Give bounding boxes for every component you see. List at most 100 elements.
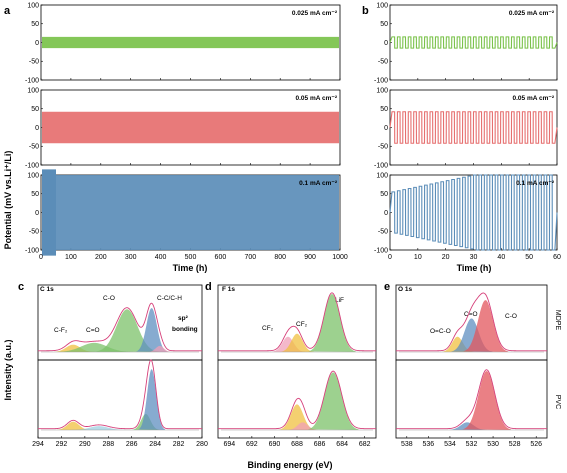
panel-c-top-envelope (38, 302, 202, 352)
xps-xlabel: Binding energy (eV) (247, 460, 332, 470)
panel-a-xtick-label-4: 400 (155, 254, 167, 261)
panel-a-row-2-label: 0.1 mA cm⁻² (299, 180, 338, 187)
panel-b-xtick-label-0: 0 (388, 254, 392, 261)
panel-b-row-2-ytick-label-4: -100 (374, 247, 388, 254)
panel-a-row-0-ytick-label-1: 50 (31, 21, 39, 28)
panel-d-top-peak-2 (308, 294, 356, 352)
annot-c-co-double: C=O (86, 327, 100, 334)
panel-c-bottom-envelope (38, 359, 202, 430)
panel-b-xlabel: Time (h) (457, 263, 492, 273)
panel-b-row-1-ytick-label-4: -100 (374, 162, 388, 169)
panel-a-row-0-ytick-label-3: -50 (29, 59, 39, 66)
annot-d-cf2-b: CF₂ (296, 321, 308, 328)
panel-b-row-2-ytick-label-3: -50 (378, 229, 388, 236)
panel-b-row-0-ytick-label-3: -50 (378, 59, 388, 66)
panel-a-row-1-label: 0.05 mA cm⁻² (296, 95, 338, 102)
panel-a-row-0-ytick-label-2: 0 (35, 40, 39, 47)
panel-c-xtick-label-0: 294 (32, 441, 44, 448)
panel-a-xtick-label-7: 700 (244, 254, 256, 261)
panel-letter-a: a (4, 5, 11, 17)
panel-c-xtick-label-2: 290 (79, 441, 91, 448)
side-label-mdpe: MDPE (554, 310, 561, 331)
panel-e-xtick-label-6: 526 (530, 441, 542, 448)
panel-b-xtick-label-4: 40 (497, 254, 505, 261)
panel-e-xtick-label-5: 528 (509, 441, 521, 448)
panel-d-xtick-label-4: 686 (314, 441, 326, 448)
panel-d-title: F 1s (222, 286, 235, 293)
panel-c-bottom-peak-1 (70, 426, 128, 430)
panel-d-top-envelope (218, 292, 376, 352)
panel-b-row-0-label: 0.025 mA cm⁻² (509, 10, 555, 17)
panel-b-row-1-ytick-label-0: 100 (376, 87, 388, 94)
panel-c-xtick-label-5: 284 (149, 441, 161, 448)
panel-a-row-2-ytick-label-1: 50 (31, 191, 39, 198)
panel-c-top-peak-3 (135, 308, 168, 352)
panel-e-top-peak-2 (462, 300, 509, 352)
panel-a-row-2-ytick-label-4: -100 (25, 247, 39, 254)
panel-e-xtick-label-0: 538 (401, 441, 413, 448)
panel-b-row-2-label: 0.1 mA cm⁻² (516, 180, 555, 187)
panel-d-bottom-peak-1 (287, 422, 318, 430)
panel-e-xtick-label-1: 536 (423, 441, 435, 448)
panel-a-row-2-overshoot (42, 169, 56, 256)
annot-d-lif: LiF (335, 297, 344, 304)
panel-a-xtick-label-3: 300 (125, 254, 137, 261)
panel-b-xtick-label-2: 20 (442, 254, 450, 261)
panel-a-row-1-ytick-label-1: 50 (31, 106, 39, 113)
panel-a-xtick-label-5: 500 (185, 254, 197, 261)
panel-b-row-2-line (389, 174, 558, 251)
panel-c-bottom-frame (37, 359, 203, 439)
panel-c-bottom-peak-3 (138, 369, 165, 430)
panel-e-xtick-label-4: 530 (487, 441, 499, 448)
panel-a-xtick-label-0: 0 (39, 254, 43, 261)
panel-b-row-2-ytick-label-2: 0 (384, 210, 388, 217)
panel-b-xtick-label-1: 10 (414, 254, 422, 261)
panel-d-xtick-label-2: 690 (269, 441, 281, 448)
panel-a-row-2-ytick-label-3: -50 (29, 229, 39, 236)
panel-a-row-1-ytick-label-4: -100 (25, 162, 39, 169)
side-label-pvc: PVC (554, 395, 561, 409)
panel-d-xtick-label-0: 694 (223, 441, 235, 448)
panel-e-top-envelope (396, 292, 547, 352)
panel-d-top-peak-1 (280, 333, 314, 352)
annot-c-bonding: bonding (172, 326, 198, 333)
panel-a-xtick-label-2: 200 (95, 254, 107, 261)
panel-a-xtick-label-9: 900 (304, 254, 316, 261)
panel-b-row-1-ytick-label-2: 0 (384, 125, 388, 132)
panel-d-bottom-envelope (218, 370, 376, 430)
panel-a-xlabel: Time (h) (173, 263, 208, 273)
panel-b-row-0-ytick-label-2: 0 (384, 40, 388, 47)
panel-b-row-0-line (389, 36, 558, 49)
panel-a-row-1-ytick-label-3: -50 (29, 144, 39, 151)
panel-a-ylabel: Potential (mV vs.Li⁺/Li) (3, 151, 13, 250)
panel-a-row-1-ytick-label-2: 0 (35, 125, 39, 132)
panel-b-row-1-ytick-label-3: -50 (378, 144, 388, 151)
panel-d-xtick-label-3: 688 (291, 441, 303, 448)
annot-d-cf2-a: CF₂ (262, 325, 274, 332)
panel-c-xtick-label-3: 288 (102, 441, 114, 448)
annot-c-co: C-O (103, 295, 115, 302)
panel-a-xtick-label-1: 100 (65, 254, 77, 261)
panel-c-bottom-peak-0 (55, 421, 91, 430)
panel-b-row-0-ytick-label-0: 100 (376, 2, 388, 9)
panel-c-xtick-label-7: 280 (196, 441, 208, 448)
panel-a-row-0-ytick-label-0: 100 (27, 2, 39, 9)
panel-letter-e: e (384, 281, 390, 293)
xps-ylabel: Intensity (a.u.) (3, 339, 13, 400)
panel-b-xtick-label-6: 60 (553, 254, 561, 261)
annot-e-co: C-O (505, 313, 517, 320)
panel-c-xtick-label-1: 292 (56, 441, 68, 448)
panel-e-bottom-peak-1 (462, 371, 511, 430)
panel-b-row-1-label: 0.05 mA cm⁻² (513, 95, 555, 102)
panel-e-bottom-envelope (396, 369, 547, 430)
panel-c-xtick-label-4: 286 (126, 441, 138, 448)
panel-letter-c: c (18, 281, 24, 293)
panel-a-row-1-ytick-label-0: 100 (27, 87, 39, 94)
panel-c-top-peak-4 (147, 345, 173, 352)
panel-letter-d: d (205, 281, 212, 293)
panel-b-row-1-ytick-label-1: 50 (380, 106, 388, 113)
annot-e-oco: O=C-O (430, 328, 451, 335)
panel-b-row-0-ytick-label-4: -100 (374, 77, 388, 84)
